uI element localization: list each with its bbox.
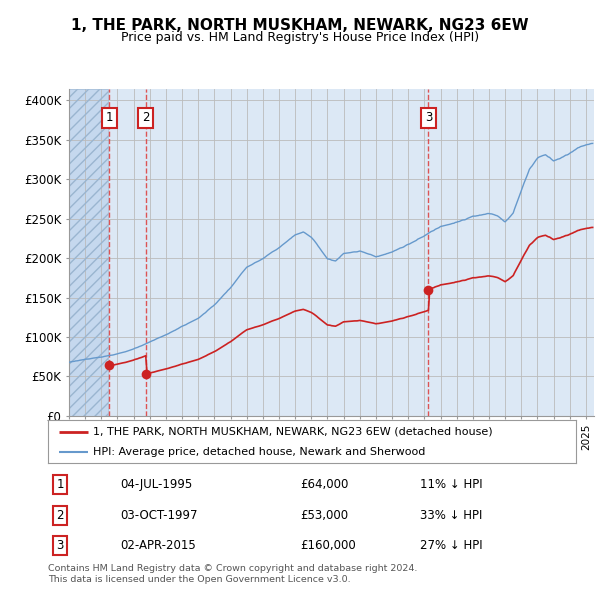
Text: Contains HM Land Registry data © Crown copyright and database right 2024.: Contains HM Land Registry data © Crown c… [48, 565, 418, 573]
Text: Price paid vs. HM Land Registry's House Price Index (HPI): Price paid vs. HM Land Registry's House … [121, 31, 479, 44]
Text: 27% ↓ HPI: 27% ↓ HPI [420, 539, 482, 552]
Text: 02-APR-2015: 02-APR-2015 [120, 539, 196, 552]
Text: £64,000: £64,000 [300, 478, 349, 491]
Text: 1: 1 [106, 112, 113, 124]
Text: £53,000: £53,000 [300, 509, 348, 522]
Text: 11% ↓ HPI: 11% ↓ HPI [420, 478, 482, 491]
Bar [69, 88, 108, 416]
Text: 1: 1 [56, 478, 64, 491]
Text: 04-JUL-1995: 04-JUL-1995 [120, 478, 192, 491]
Text: 3: 3 [56, 539, 64, 552]
Text: 1, THE PARK, NORTH MUSKHAM, NEWARK, NG23 6EW (detached house): 1, THE PARK, NORTH MUSKHAM, NEWARK, NG23… [93, 427, 493, 437]
Text: HPI: Average price, detached house, Newark and Sherwood: HPI: Average price, detached house, Newa… [93, 447, 425, 457]
Text: £160,000: £160,000 [300, 539, 356, 552]
Text: 2: 2 [56, 509, 64, 522]
Text: 1, THE PARK, NORTH MUSKHAM, NEWARK, NG23 6EW: 1, THE PARK, NORTH MUSKHAM, NEWARK, NG23… [71, 18, 529, 32]
Text: 33% ↓ HPI: 33% ↓ HPI [420, 509, 482, 522]
Text: This data is licensed under the Open Government Licence v3.0.: This data is licensed under the Open Gov… [48, 575, 350, 584]
Text: 03-OCT-1997: 03-OCT-1997 [120, 509, 197, 522]
Text: 2: 2 [142, 112, 149, 124]
Text: 3: 3 [425, 112, 432, 124]
Bar [69, 88, 108, 416]
